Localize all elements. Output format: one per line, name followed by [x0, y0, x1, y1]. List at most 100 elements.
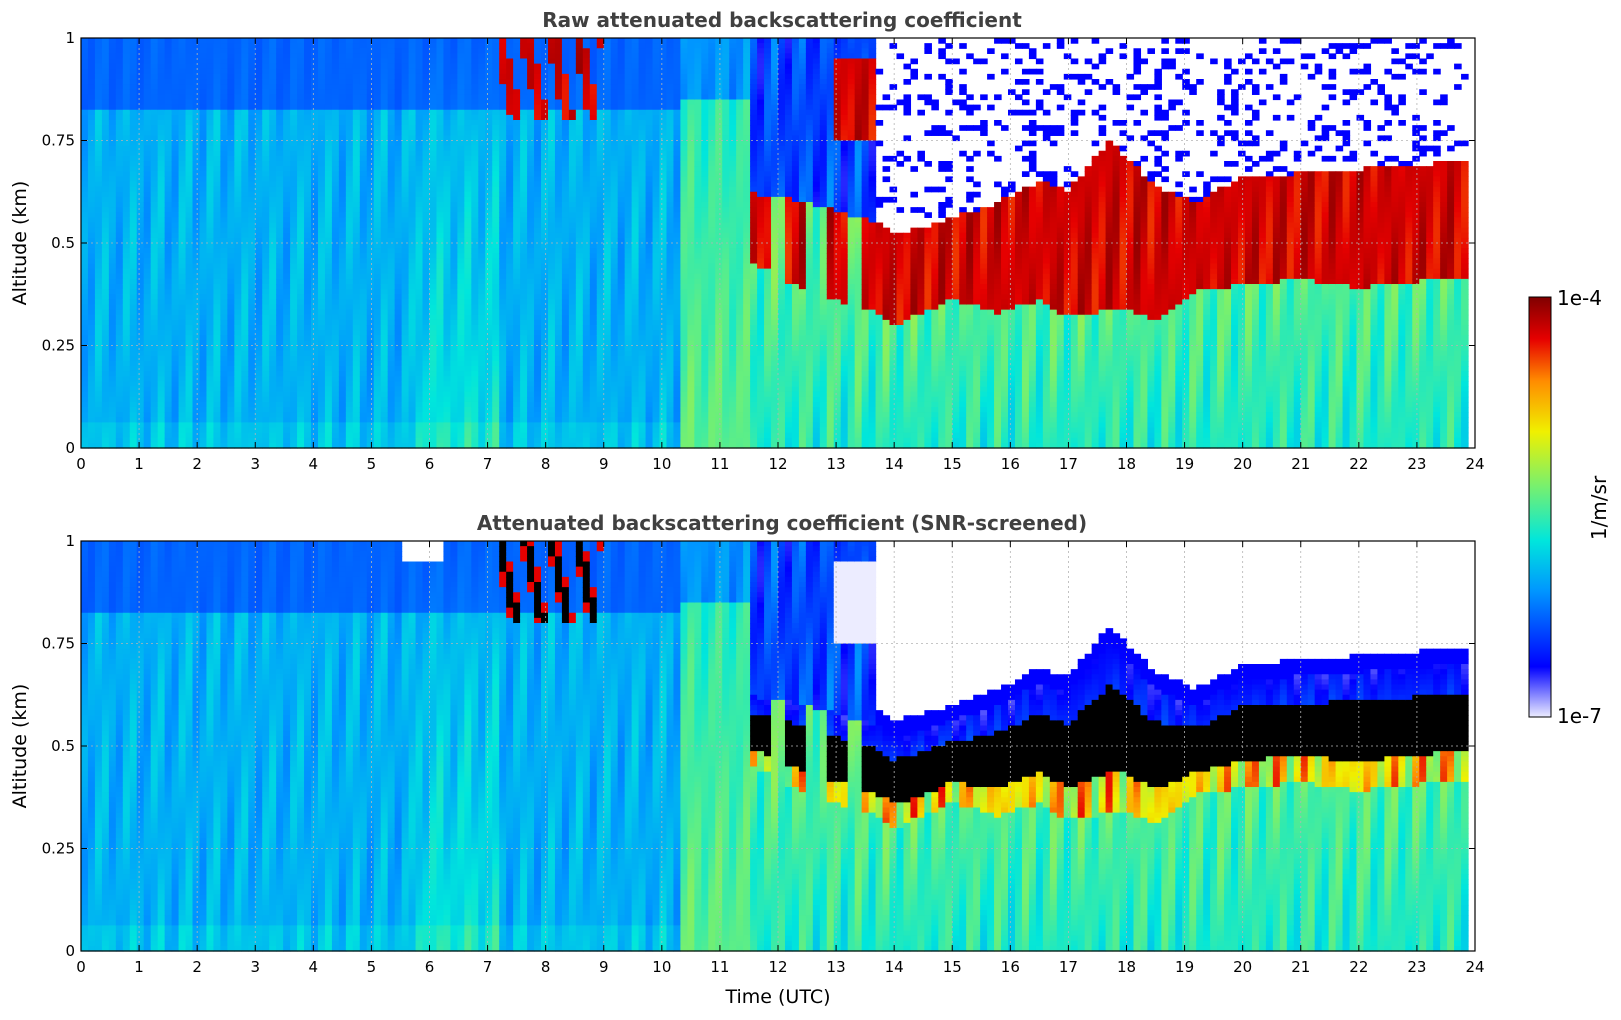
heatmap-cell: [206, 182, 214, 188]
heatmap-cell: [193, 43, 201, 49]
heatmap-cell: [172, 289, 180, 295]
heatmap-cell: [123, 366, 131, 372]
heatmap-cell: [88, 217, 96, 223]
heatmap-cell: [193, 330, 201, 336]
heatmap-cell: [123, 141, 131, 147]
heatmap-cell: [165, 233, 173, 239]
heatmap-cell: [158, 376, 166, 382]
heatmap-cell: [88, 176, 96, 182]
heatmap-cell: [102, 258, 110, 264]
heatmap-cell: [109, 422, 117, 428]
heatmap-cell: [199, 94, 207, 100]
heatmap-cell: [151, 161, 159, 167]
heatmap-cell: [81, 192, 89, 198]
heatmap-cell: [193, 161, 201, 167]
heatmap-cell: [186, 325, 194, 331]
heatmap-cell: [102, 335, 110, 341]
heatmap-cell: [116, 320, 124, 326]
heatmap-cell: [95, 264, 103, 270]
heatmap-cell: [206, 187, 214, 193]
heatmap-cell: [116, 248, 124, 254]
heatmap-cell: [123, 156, 131, 162]
heatmap-cell: [179, 43, 187, 49]
heatmap-cell: [102, 38, 110, 44]
heatmap-cell: [186, 217, 194, 223]
heatmap-cell: [206, 192, 214, 198]
heatmap-cell: [193, 320, 201, 326]
heatmap-cell: [158, 182, 166, 188]
heatmap-cell: [186, 105, 194, 111]
heatmap-cell: [123, 110, 131, 116]
heatmap-cell: [186, 79, 194, 85]
heatmap-cell: [109, 376, 117, 382]
heatmap-cell: [81, 141, 89, 147]
heatmap-cell: [193, 48, 201, 54]
heatmap-cell: [102, 294, 110, 300]
heatmap-cell: [102, 187, 110, 193]
heatmap-cell: [199, 438, 207, 444]
heatmap-cell: [109, 141, 117, 147]
heatmap-cell: [137, 48, 145, 54]
heatmap-cell: [102, 53, 110, 59]
heatmap-cell: [172, 115, 180, 121]
heatmap-cell: [165, 141, 173, 147]
heatmap-cell: [165, 171, 173, 177]
heatmap-cell: [109, 89, 117, 95]
heatmap-cell: [102, 340, 110, 346]
heatmap-cell: [186, 269, 194, 275]
heatmap-cell: [123, 207, 131, 213]
heatmap-cell: [144, 371, 152, 377]
heatmap-cell: [116, 100, 124, 106]
heatmap-cell: [144, 202, 152, 208]
heatmap-cell: [179, 264, 187, 270]
heatmap-cell: [137, 356, 145, 362]
heatmap-cell: [102, 269, 110, 275]
heatmap-cell: [199, 402, 207, 408]
heatmap-cell: [165, 69, 173, 75]
heatmap-cell: [172, 64, 180, 70]
heatmap-cell: [81, 392, 89, 398]
heatmap-cell: [109, 269, 117, 275]
heatmap-cell: [116, 130, 124, 136]
heatmap-cell: [102, 381, 110, 387]
heatmap-cell: [172, 315, 180, 321]
heatmap-cell: [95, 187, 103, 193]
heatmap-cell: [88, 438, 96, 444]
heatmap-cell: [116, 253, 124, 259]
heatmap-cell: [137, 228, 145, 234]
heatmap-cell: [199, 100, 207, 106]
heatmap-cell: [109, 48, 117, 54]
heatmap-cell: [186, 422, 194, 428]
heatmap-cell: [151, 141, 159, 147]
heatmap-cell: [137, 120, 145, 126]
heatmap-cell: [179, 320, 187, 326]
heatmap-cell: [130, 161, 138, 167]
heatmap-cell: [193, 417, 201, 423]
heatmap-cell: [186, 64, 194, 70]
heatmap-cell: [137, 402, 145, 408]
heatmap-cell: [116, 89, 124, 95]
heatmap-cell: [144, 125, 152, 131]
heatmap-cell: [137, 433, 145, 439]
heatmap-cell: [81, 371, 89, 377]
heatmap-cell: [186, 233, 194, 239]
heatmap-cell: [144, 422, 152, 428]
heatmap-cell: [130, 269, 138, 275]
heatmap-cell: [151, 320, 159, 326]
heatmap-raw: [81, 38, 1469, 449]
heatmap-cell: [137, 151, 145, 157]
heatmap-cell: [81, 279, 89, 285]
heatmap-cell: [88, 120, 96, 126]
heatmap-cell: [144, 156, 152, 162]
heatmap-cell: [158, 269, 166, 275]
heatmap-cell: [137, 146, 145, 152]
heatmap-cell: [193, 325, 201, 331]
heatmap-cell: [130, 38, 138, 44]
heatmap-cell: [206, 64, 214, 70]
heatmap-cell: [206, 53, 214, 59]
heatmap-cell: [151, 43, 159, 49]
heatmap-cell: [102, 135, 110, 141]
heatmap-cell: [151, 233, 159, 239]
heatmap-cell: [199, 130, 207, 136]
heatmap-cell: [144, 38, 152, 44]
